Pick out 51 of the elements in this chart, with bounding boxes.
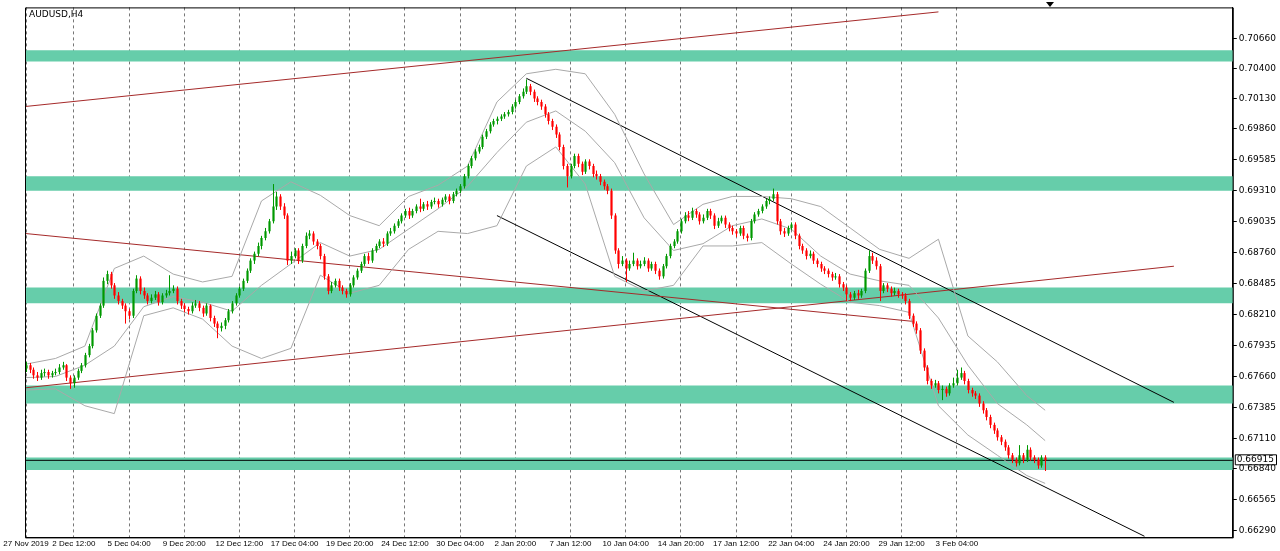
candlestick <box>139 275 142 295</box>
candlestick <box>323 253 326 281</box>
candlestick <box>124 302 127 325</box>
x-tick-label: 17 Dec 04:00 <box>270 539 319 549</box>
y-tick-label: 0.67110 <box>1238 432 1277 443</box>
x-tick-label: 10 Jan 04:00 <box>602 539 650 549</box>
x-tick-label: 2 Dec 12:00 <box>52 539 96 549</box>
candlestick <box>941 384 944 401</box>
candlestick <box>168 274 171 296</box>
x-tick-label: 9 Dec 20:00 <box>162 539 207 549</box>
y-tick-label: 0.67385 <box>1238 401 1276 412</box>
ref-line-label: 0.66915 <box>1236 453 1274 464</box>
x-tick-label: 22 Jan 04:00 <box>768 539 815 549</box>
candlestick <box>562 144 565 170</box>
y-tick-label: 0.70130 <box>1238 92 1277 103</box>
y-tick-label: 0.67935 <box>1238 339 1276 350</box>
candlestick <box>864 267 867 294</box>
candlestick <box>919 327 922 355</box>
x-tick-label: 17 Jan 12:00 <box>712 539 760 549</box>
y-tick-label: 0.68485 <box>1238 278 1276 288</box>
candlestick <box>908 298 911 320</box>
candlestick <box>176 285 179 305</box>
candlestick <box>566 163 569 188</box>
y-tick-label: 0.69310 <box>1238 185 1277 196</box>
y-tick-label: 0.70400 <box>1238 62 1277 73</box>
y-tick-label: 0.66840 <box>1238 463 1277 474</box>
x-tick-label: 30 Dec 04:00 <box>436 539 485 549</box>
y-tick-label: 0.69860 <box>1238 123 1277 134</box>
y-tick-label: 0.67660 <box>1238 370 1277 381</box>
y-tick-label: 0.66290 <box>1238 524 1277 535</box>
y-tick-label: 0.69585 <box>1238 154 1276 165</box>
y-tick-label: 0.69035 <box>1238 216 1276 227</box>
chart-title: AUDUSD,H4 <box>29 9 84 20</box>
x-tick-label: 29 Jan 12:00 <box>878 539 926 549</box>
y-tick-label: 0.68760 <box>1238 247 1277 258</box>
x-tick-label: 14 Jan 20:00 <box>657 539 705 549</box>
candlestick <box>95 312 98 334</box>
y-tick-label: 0.70660 <box>1238 33 1277 44</box>
y-tick-label: 0.66565 <box>1238 494 1276 505</box>
candlestick <box>272 183 275 224</box>
x-tick-label: 3 Feb 04:00 <box>935 539 979 549</box>
x-tick-label: 2 Jan 20:00 <box>494 539 537 549</box>
x-tick-label: 12 Dec 12:00 <box>215 539 264 549</box>
x-tick-label: 24 Jan 20:00 <box>823 539 871 549</box>
x-tick-label: 24 Dec 12:00 <box>381 539 430 549</box>
x-tick-label: 27 Nov 2019 <box>3 539 50 549</box>
x-tick-label: 19 Dec 20:00 <box>325 539 375 549</box>
x-tick-label: 5 Dec 04:00 <box>107 539 152 549</box>
y-tick-label: 0.68210 <box>1238 308 1277 319</box>
candlestick <box>301 243 304 264</box>
x-tick-label: 7 Jan 12:00 <box>549 539 592 549</box>
